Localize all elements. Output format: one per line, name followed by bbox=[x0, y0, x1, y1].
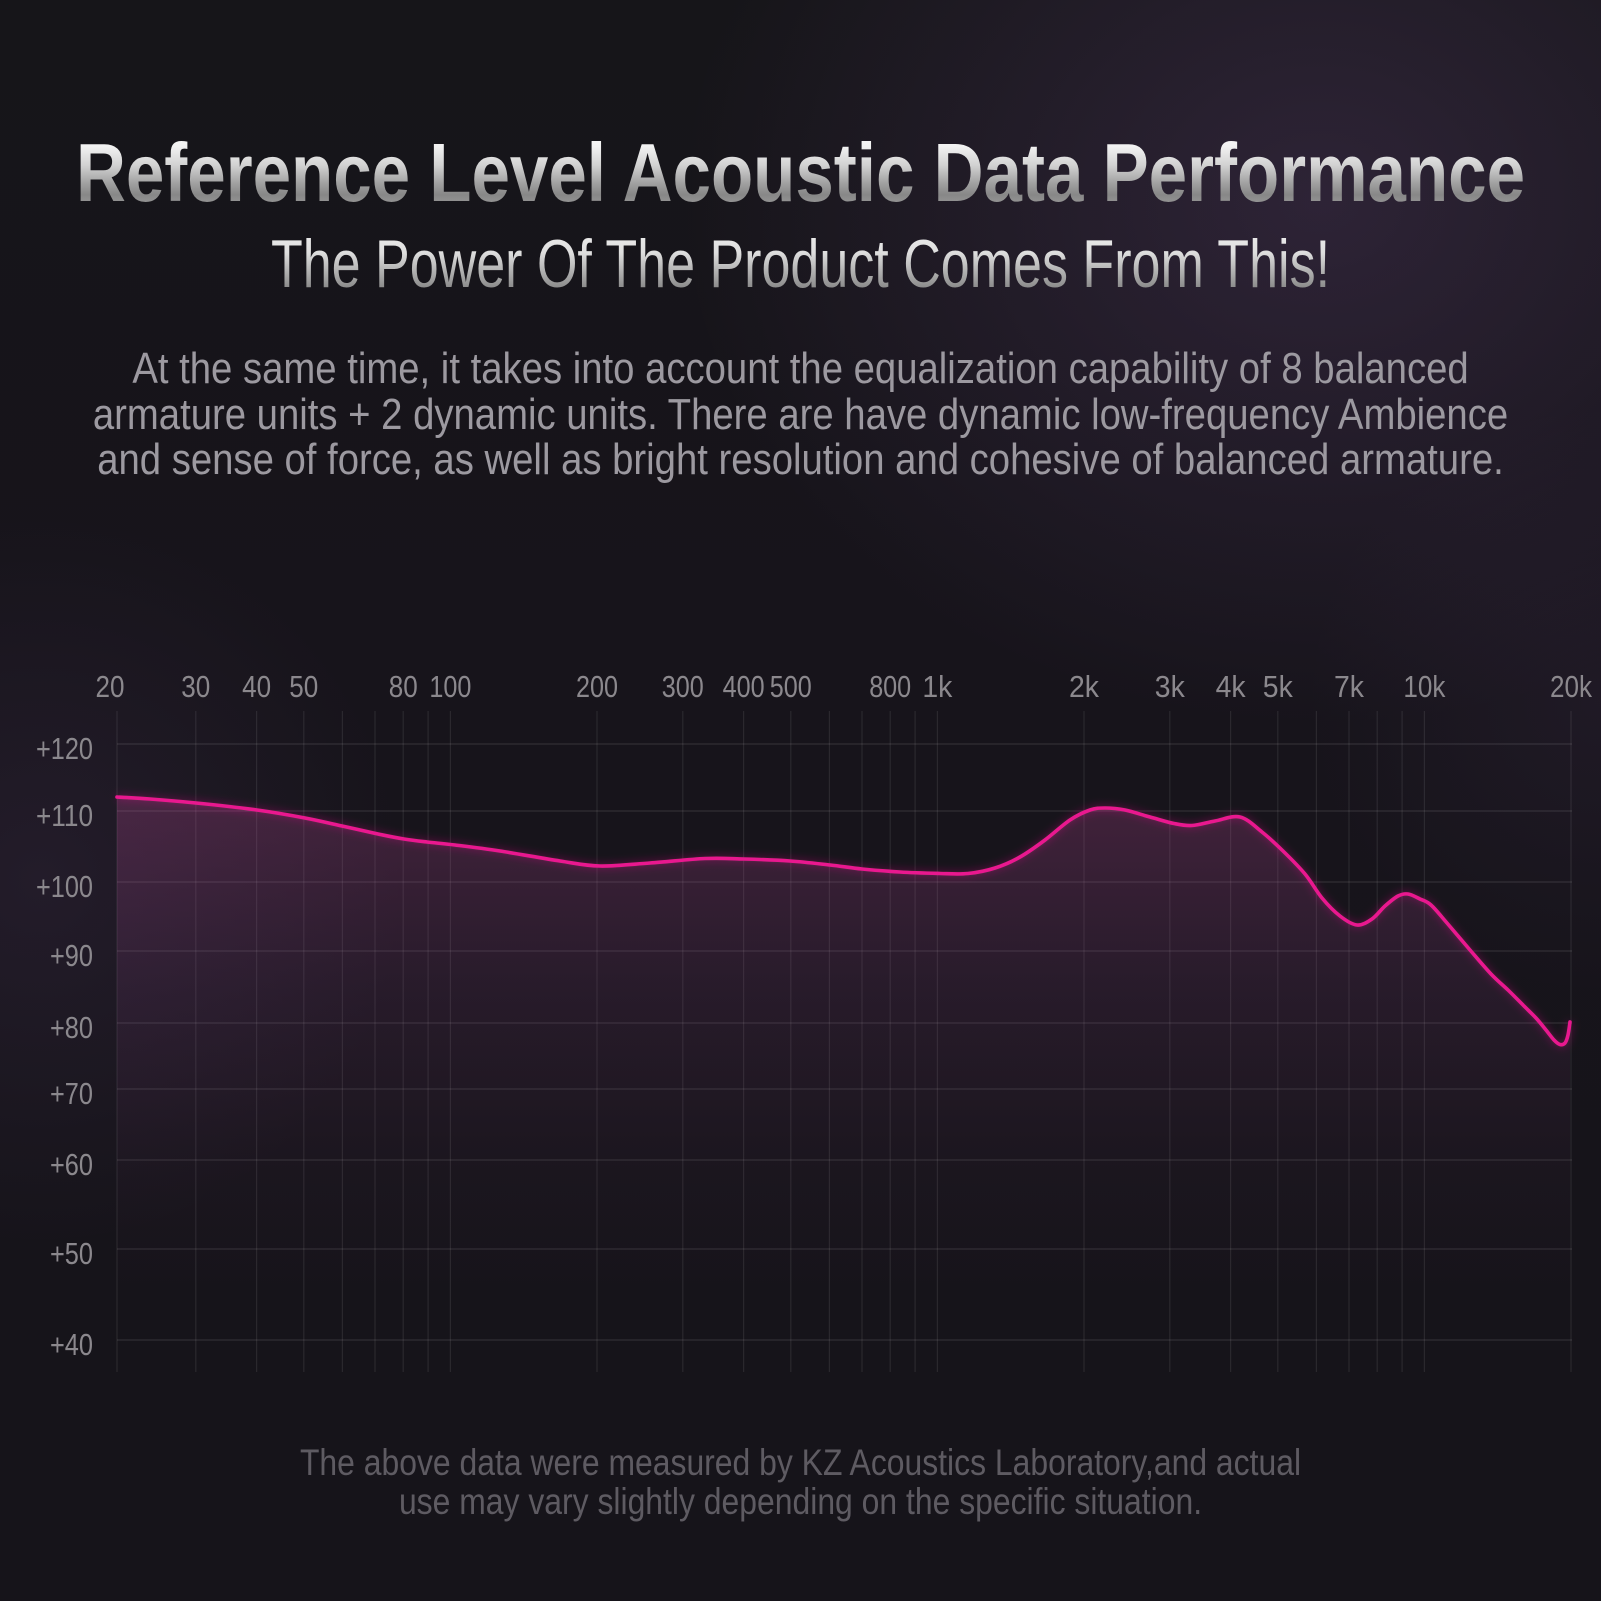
svg-text:500: 500 bbox=[770, 669, 812, 704]
svg-text:7k: 7k bbox=[1334, 669, 1364, 704]
svg-text:20: 20 bbox=[96, 669, 125, 704]
svg-text:80: 80 bbox=[389, 669, 418, 704]
svg-text:+50: +50 bbox=[50, 1236, 93, 1271]
svg-text:+40: +40 bbox=[50, 1327, 93, 1362]
svg-text:+100: +100 bbox=[36, 869, 93, 904]
svg-text:+60: +60 bbox=[50, 1147, 93, 1182]
svg-text:4k: 4k bbox=[1216, 669, 1246, 704]
svg-text:+120: +120 bbox=[36, 731, 93, 766]
svg-text:+90: +90 bbox=[50, 938, 93, 973]
svg-text:30: 30 bbox=[181, 669, 210, 704]
svg-text:400: 400 bbox=[723, 669, 765, 704]
svg-text:+70: +70 bbox=[50, 1076, 93, 1111]
svg-text:200: 200 bbox=[576, 669, 618, 704]
svg-text:+110: +110 bbox=[36, 798, 93, 833]
svg-text:800: 800 bbox=[869, 669, 911, 704]
svg-text:+80: +80 bbox=[50, 1010, 93, 1045]
svg-text:20k: 20k bbox=[1550, 669, 1592, 704]
svg-text:300: 300 bbox=[662, 669, 704, 704]
svg-text:3k: 3k bbox=[1155, 669, 1185, 704]
svg-text:40: 40 bbox=[242, 669, 271, 704]
svg-text:2k: 2k bbox=[1069, 669, 1099, 704]
svg-text:10k: 10k bbox=[1403, 669, 1445, 704]
svg-text:1k: 1k bbox=[922, 669, 952, 704]
svg-text:50: 50 bbox=[289, 669, 318, 704]
svg-text:100: 100 bbox=[429, 669, 471, 704]
svg-text:5k: 5k bbox=[1263, 669, 1293, 704]
